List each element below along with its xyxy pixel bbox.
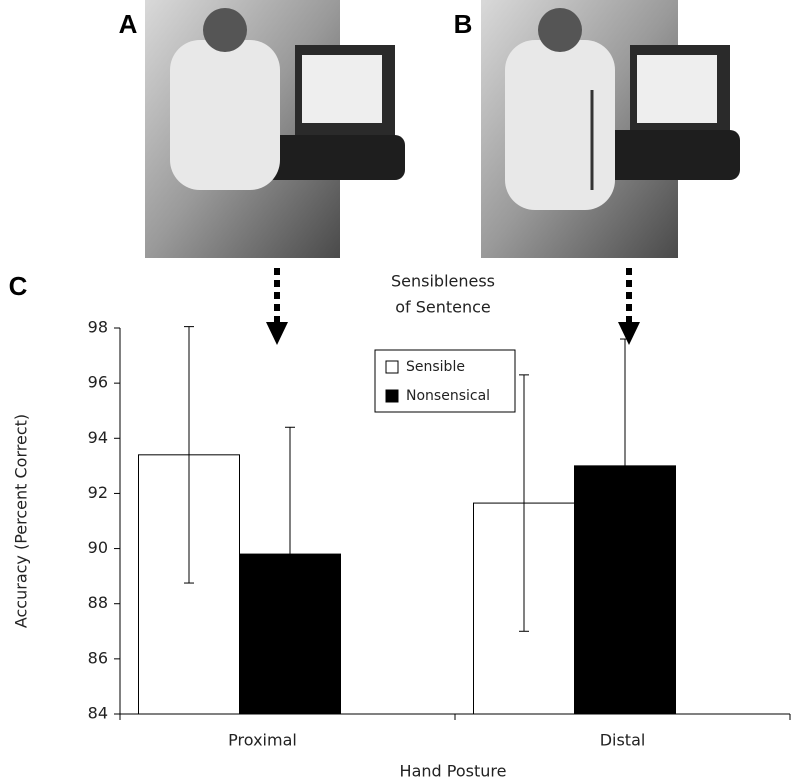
y-tick-label: 88 (88, 593, 108, 612)
photo-b (481, 0, 740, 258)
y-tick-label: 94 (88, 428, 108, 447)
legend-swatch (386, 361, 398, 373)
figure: A B C Hand Posture Accuracy (Percent Cor… (0, 0, 795, 783)
legend-title: Sensibleness (391, 272, 495, 291)
legend-swatch (386, 390, 398, 402)
y-tick-label: 84 (88, 704, 108, 723)
photo-a (145, 0, 405, 258)
x-tick-label: Distal (600, 731, 646, 750)
arrow (618, 268, 640, 345)
y-tick-label: 92 (88, 483, 108, 502)
legend-label: Nonsensical (406, 388, 490, 404)
page: A B C Hand Posture Accuracy (Percent Cor… (0, 0, 795, 783)
arrow (266, 268, 288, 345)
legend-label: Sensible (406, 359, 465, 375)
panel-label: A (119, 9, 138, 39)
y-tick-label: 90 (88, 538, 108, 557)
y-axis-label: Accuracy (Percent Correct) (12, 414, 31, 628)
y-tick-label: 96 (88, 373, 108, 392)
panel-label: B (454, 9, 473, 39)
panel-label: C (9, 271, 28, 301)
legend-title: of Sentence (395, 298, 491, 317)
y-tick-label: 98 (88, 318, 108, 337)
y-tick-label: 86 (88, 648, 108, 667)
x-tick-label: Proximal (228, 731, 297, 750)
x-axis-label: Hand Posture (400, 762, 507, 781)
